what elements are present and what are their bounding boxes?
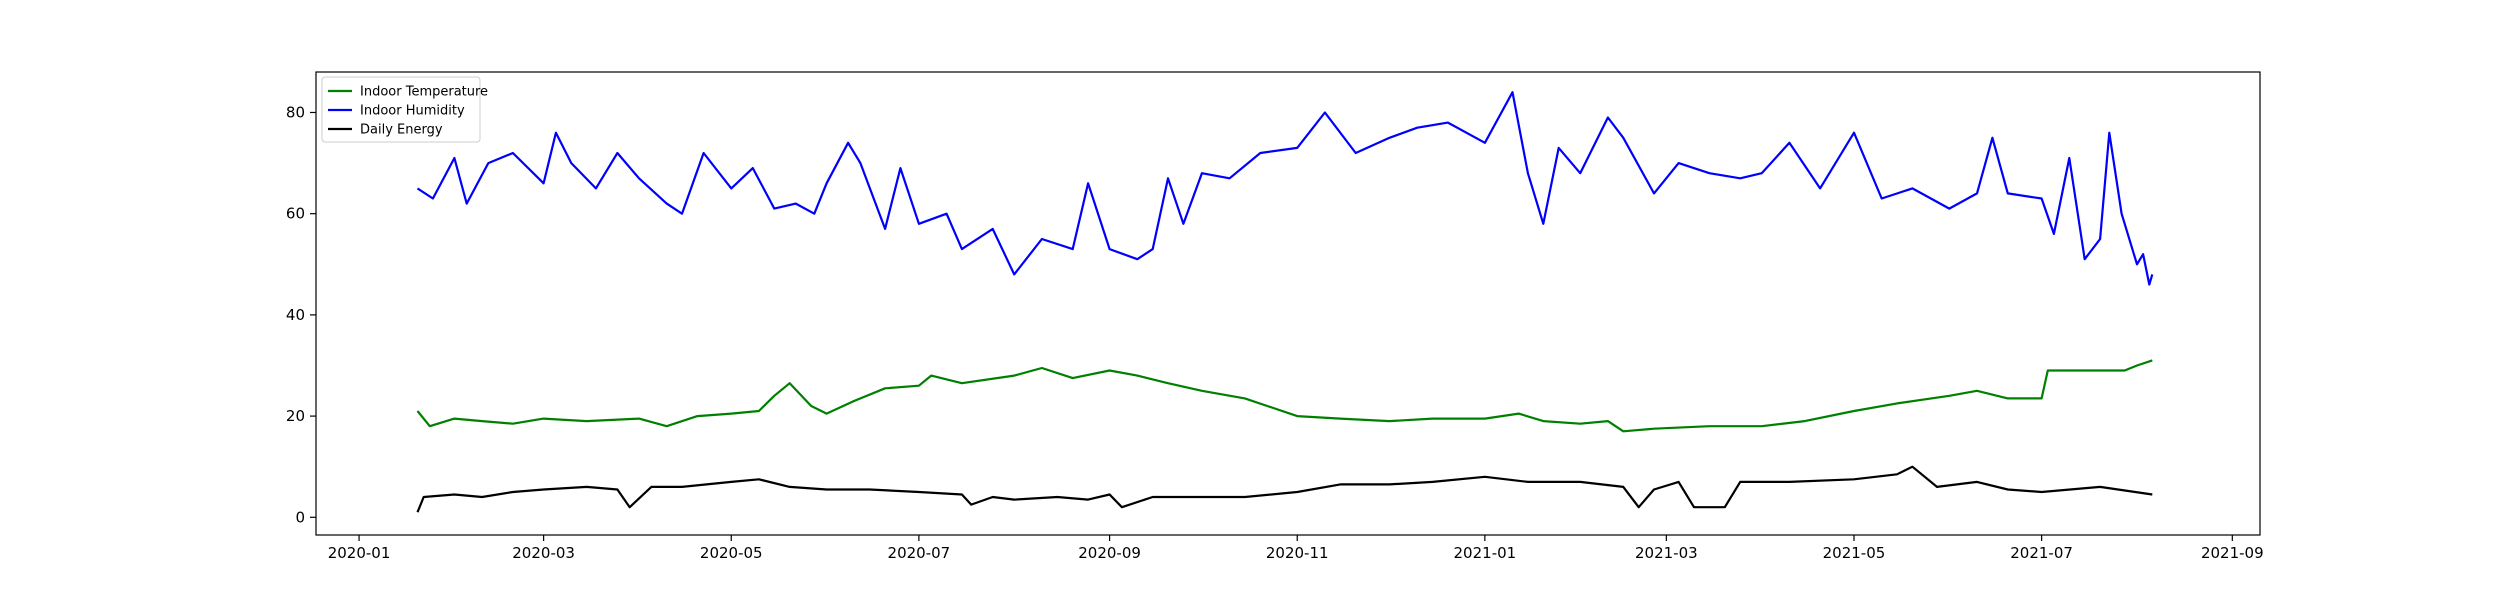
series-line-1 (416, 91, 2154, 286)
y-tick-label: 60 (286, 205, 305, 223)
series-line-2 (416, 465, 2153, 513)
x-tick-label: 2020-05 (700, 544, 763, 562)
plot-area (416, 91, 2154, 513)
legend-label: Indoor Humidity (360, 104, 465, 119)
y-tick-label: 40 (286, 306, 305, 324)
axes: 2020-01 2020-03 2020-05 2020-07 2020-09 2020-… (286, 71, 2264, 562)
y-tick-label: 80 (286, 103, 305, 121)
plot-frame (315, 71, 2261, 536)
x-tick-label: 2021-03 (1635, 544, 1698, 562)
legend-label: Daily Energy (360, 123, 443, 138)
legend-label: Indoor Temperature (360, 85, 488, 100)
x-tick-label: 2021-01 (1454, 544, 1517, 562)
x-tick-label: 2020-11 (1266, 544, 1329, 562)
x-tick-label: 2020-03 (512, 544, 575, 562)
x-tick-label: 2021-09 (2201, 544, 2264, 562)
y-tick-label: 0 (295, 508, 305, 526)
legend: Indoor Temperature Indoor Humidity Daily E… (321, 76, 488, 143)
series-line-0 (416, 359, 2153, 433)
legend-box (321, 76, 481, 143)
x-tick-label: 2020-01 (328, 544, 391, 562)
x-tick-label: 2021-07 (2010, 544, 2073, 562)
x-tick-label: 2020-07 (888, 544, 951, 562)
x-tick-label: 2021-05 (1823, 544, 1886, 562)
y-tick-label: 20 (286, 407, 305, 425)
x-tick-label: 2020-09 (1078, 544, 1141, 562)
